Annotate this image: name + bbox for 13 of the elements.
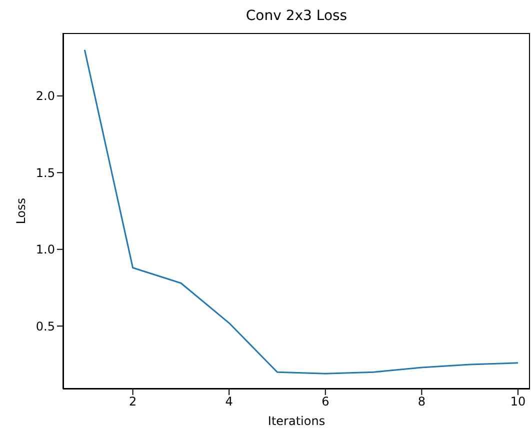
x-tick-label: 8: [418, 394, 426, 409]
chart-title: Conv 2x3 Loss: [244, 8, 348, 24]
y-axis-title: Loss: [14, 198, 28, 224]
y-tick-label: 2.0: [36, 89, 55, 104]
y-tick-label: 1.5: [36, 166, 55, 180]
x-tick-label: 4: [225, 394, 233, 409]
x-tick-label: 6: [322, 394, 330, 409]
y-tick-label: 1.0: [36, 242, 55, 257]
x-tick-label: 2: [128, 394, 137, 409]
y-tick-label: 0.5: [36, 319, 55, 334]
x-tick-label: 10: [510, 394, 526, 409]
x-axis-title: Iterations: [266, 414, 326, 428]
line-series: [84, 49, 519, 374]
